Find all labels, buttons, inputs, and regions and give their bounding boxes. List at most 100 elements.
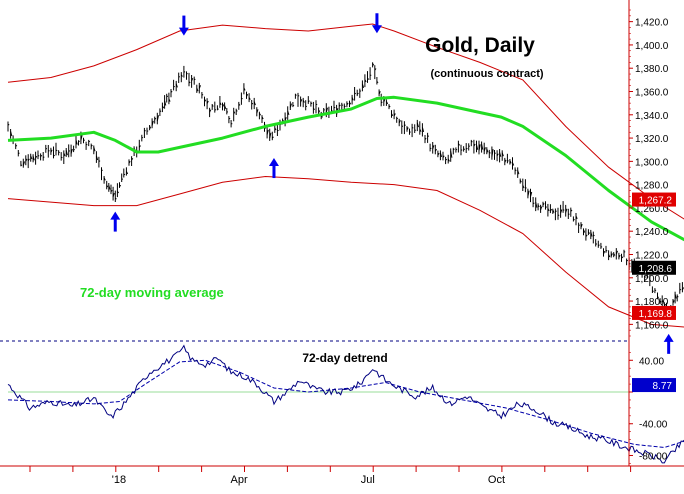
price-bar-tick	[338, 104, 341, 107]
price-bar-tick	[442, 155, 445, 158]
price-bar-tick	[385, 101, 389, 105]
price-bar-tick	[494, 152, 496, 154]
value-label-bg	[632, 192, 676, 207]
price-bar-tick	[164, 100, 167, 106]
price-bar-tick	[473, 143, 476, 147]
price-bar-tick	[489, 152, 491, 154]
price-bar-tick	[131, 158, 134, 161]
price-bar-tick	[465, 147, 468, 150]
price-bar-tick	[376, 81, 379, 84]
y-tick-label: 1,320.0	[635, 134, 669, 145]
price-bar-tick	[206, 100, 209, 104]
price-bar-tick	[613, 253, 616, 256]
price-bar-tick	[198, 85, 201, 89]
price-bar-tick	[27, 158, 30, 161]
price-bar-tick	[266, 129, 269, 135]
price-bar-tick	[211, 105, 214, 107]
detrend-y-tick-label: 40.00	[639, 356, 664, 367]
price-bar-tick	[471, 140, 473, 143]
price-bar-tick	[310, 102, 313, 104]
price-bar-tick	[406, 127, 409, 131]
price-bar-tick	[517, 170, 520, 175]
price-bar-tick	[478, 144, 481, 152]
price-bar-tick	[496, 153, 499, 157]
price-bar-tick	[483, 147, 486, 152]
detrend-line	[7, 344, 684, 464]
price-bar-tick	[537, 204, 540, 208]
price-bar-tick	[173, 85, 175, 88]
price-bar-tick	[416, 122, 419, 128]
price-bar-tick	[450, 151, 453, 158]
price-bar-tick	[201, 94, 204, 96]
price-bar-tick	[219, 102, 222, 106]
price-bar-tick	[453, 148, 455, 151]
price-bar-tick	[333, 106, 336, 109]
price-bar-tick	[128, 161, 131, 164]
price-bar-tick	[674, 294, 677, 299]
price-bar-tick	[421, 127, 425, 133]
arrow-head	[268, 158, 279, 167]
price-bar-tick	[325, 107, 328, 113]
price-bar-tick	[108, 185, 111, 190]
price-bar-tick	[626, 259, 629, 262]
price-bar-tick	[214, 109, 217, 111]
price-bar-tick	[95, 155, 99, 161]
price-bar-tick	[378, 91, 381, 95]
price-bar-tick	[25, 158, 28, 162]
lower-band-line	[7, 175, 684, 328]
price-bar-tick	[618, 254, 621, 258]
price-bar-tick	[22, 161, 25, 166]
price-bar-tick	[552, 209, 555, 213]
price-bar-tick	[222, 104, 225, 108]
value-label-bg	[632, 378, 676, 393]
upper-band-line	[7, 23, 684, 220]
value-label-bg	[632, 260, 676, 275]
price-bar-tick	[439, 152, 443, 158]
price-bar-tick	[356, 92, 359, 95]
price-bar-tick	[657, 296, 660, 299]
price-bar-tick	[261, 116, 264, 120]
price-bar-tick	[501, 152, 504, 157]
price-bar-tick	[585, 234, 588, 237]
price-bar-tick	[246, 93, 249, 97]
price-bar-tick	[530, 191, 533, 197]
x-tick-label: Apr	[231, 474, 248, 486]
x-tick-label: '18	[112, 474, 126, 486]
price-bar-tick	[191, 77, 194, 82]
price-bar-tick	[351, 97, 354, 101]
price-bar-tick	[70, 148, 73, 154]
price-bar-tick	[233, 111, 236, 114]
down-arrow-icon	[371, 13, 382, 34]
ma-annotation: 72-day moving average	[80, 285, 224, 300]
price-bar-tick	[53, 154, 55, 157]
y-tick-label: 1,400.0	[635, 41, 669, 52]
price-bar-tick	[253, 101, 256, 106]
price-bar-tick	[608, 254, 611, 258]
price-bar-tick	[83, 139, 85, 141]
price-bar-tick	[274, 127, 277, 131]
price-bar-tick	[115, 197, 117, 200]
price-bar-tick	[565, 208, 568, 213]
price-bar-tick	[388, 105, 391, 108]
price-bar-tick	[318, 110, 321, 113]
detrend-y-tick-label: -80.00	[639, 451, 668, 462]
price-bar-tick	[457, 143, 461, 146]
price-bar-tick	[217, 108, 219, 110]
price-bar-tick	[209, 109, 212, 113]
price-bar-tick	[63, 152, 66, 157]
x-tick-label: Oct	[488, 474, 505, 486]
value-label: 1,208.6	[639, 264, 673, 275]
price-bar-tick	[284, 117, 287, 121]
price-bar-tick	[549, 208, 553, 212]
price-bar-tick	[138, 145, 141, 148]
price-bar-tick	[542, 203, 545, 206]
price-bar-tick	[644, 276, 646, 278]
price-bar-tick	[289, 103, 292, 108]
price-bar-tick	[50, 149, 53, 153]
price-bar-tick	[344, 105, 346, 108]
price-bar-tick	[437, 152, 440, 156]
ma-72-line	[7, 95, 684, 242]
price-bar-tick	[251, 102, 254, 105]
price-bar-tick	[93, 147, 96, 152]
